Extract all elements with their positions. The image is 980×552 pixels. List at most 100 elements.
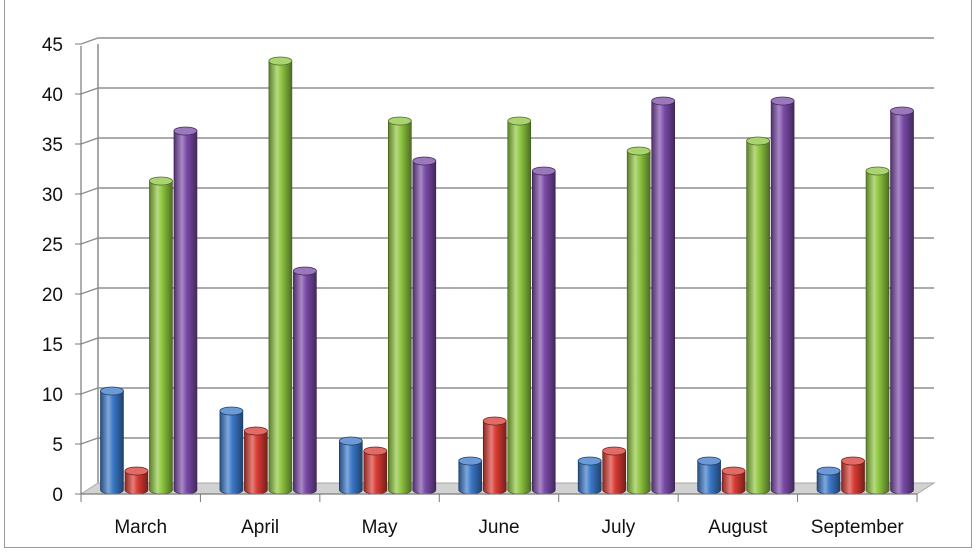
bar-body: [651, 100, 675, 495]
bar: [387, 116, 412, 495]
bar-body: [531, 170, 556, 495]
bar-cap: [890, 106, 914, 116]
bar-cap: [243, 426, 268, 436]
bar-body: [244, 430, 268, 495]
y-tick-label: 35: [42, 135, 63, 156]
x-category-label: March: [114, 517, 167, 538]
bar: [100, 386, 124, 495]
bar-cap: [387, 116, 412, 126]
y-tick-label: 5: [52, 435, 63, 456]
bar: [412, 156, 437, 495]
bar-body: [458, 460, 483, 495]
chart-frame: 0 5 10 15 20 25 30 35 40 45 March April May June July A…: [4, 0, 972, 548]
bar-body: [339, 440, 363, 495]
bar-cap: [412, 156, 437, 166]
bar-cap: [602, 446, 627, 456]
bar: [531, 166, 556, 495]
bar-cap: [507, 116, 532, 126]
y-tick-label: 20: [42, 285, 63, 306]
y-tick-label: 45: [42, 35, 63, 56]
bar-body: [626, 150, 651, 495]
bar-body: [577, 460, 602, 495]
bar: [651, 96, 676, 495]
y-tick-label: 25: [42, 235, 63, 256]
bar-cap: [363, 446, 388, 456]
x-category-label: August: [708, 517, 768, 538]
bar: [746, 136, 771, 495]
y-tick-label: 15: [42, 335, 63, 356]
bar: [721, 466, 746, 495]
bar-body: [890, 110, 914, 495]
bar: [219, 406, 244, 495]
bar: [816, 466, 841, 495]
bar-body: [293, 270, 317, 495]
bar-cap: [458, 456, 483, 466]
bar-cap: [482, 416, 507, 426]
bar-body: [602, 450, 626, 495]
bar-body: [507, 120, 532, 495]
bar-body: [841, 460, 865, 495]
bar: [243, 426, 268, 495]
bar-body: [865, 170, 890, 495]
bar-cap: [531, 166, 556, 176]
bar-cap: [577, 456, 602, 466]
bar-body: [268, 60, 293, 495]
bar: [577, 456, 602, 495]
bar-cap: [816, 466, 841, 476]
bar-cap: [746, 136, 771, 146]
bar-body: [363, 450, 388, 495]
bar: [292, 266, 317, 495]
bar: [626, 146, 651, 495]
bar-cap: [173, 126, 198, 136]
bar: [458, 456, 483, 495]
bar: [602, 446, 627, 495]
bar: [841, 456, 865, 495]
x-category-label: September: [811, 517, 905, 538]
bar: [149, 176, 173, 495]
bar: [865, 166, 890, 495]
bar-body: [388, 120, 412, 495]
bar: [124, 466, 149, 495]
bar-cap: [292, 266, 317, 276]
x-category-label: July: [602, 517, 636, 538]
bar-body: [770, 100, 795, 495]
bar-cap: [338, 436, 363, 446]
x-category-label: April: [241, 517, 279, 538]
gridline: [80, 87, 934, 95]
bar-cap: [268, 56, 293, 66]
bar-chart: 0 5 10 15 20 25 30 35 40 45 March April May June July A…: [42, 35, 936, 538]
y-tick-label: 40: [42, 85, 63, 106]
bar-cap: [721, 466, 746, 476]
bar-cap: [219, 406, 244, 416]
bar: [890, 106, 914, 495]
bar: [173, 126, 198, 495]
y-tick-label: 0: [52, 485, 63, 506]
x-category-label: May: [362, 517, 398, 538]
bar-cap: [124, 466, 149, 476]
bars: [100, 56, 914, 495]
bar-body: [173, 130, 198, 495]
bar-cap: [626, 146, 651, 156]
x-axis: March April May June July August September: [80, 493, 918, 538]
y-tick-label: 10: [42, 385, 63, 406]
bar-body: [149, 180, 173, 495]
bar-body: [482, 420, 507, 495]
bar-cap: [770, 96, 795, 106]
bar: [338, 436, 363, 495]
bar-cap: [651, 96, 676, 106]
bar: [268, 56, 293, 495]
bar: [507, 116, 532, 495]
y-axis: 0 5 10 15 20 25 30 35 40 45: [42, 35, 82, 506]
bar-body: [697, 460, 721, 495]
bar-cap: [149, 176, 173, 186]
bar-cap: [841, 456, 865, 466]
bar-body: [412, 160, 437, 495]
bar: [482, 416, 507, 495]
bar-body: [219, 410, 244, 495]
bar: [770, 96, 795, 495]
bar-body: [100, 390, 124, 495]
bar-cap: [100, 386, 124, 396]
y-tick-label: 30: [42, 185, 63, 206]
bar-body: [746, 140, 770, 495]
bar-cap: [865, 166, 890, 176]
